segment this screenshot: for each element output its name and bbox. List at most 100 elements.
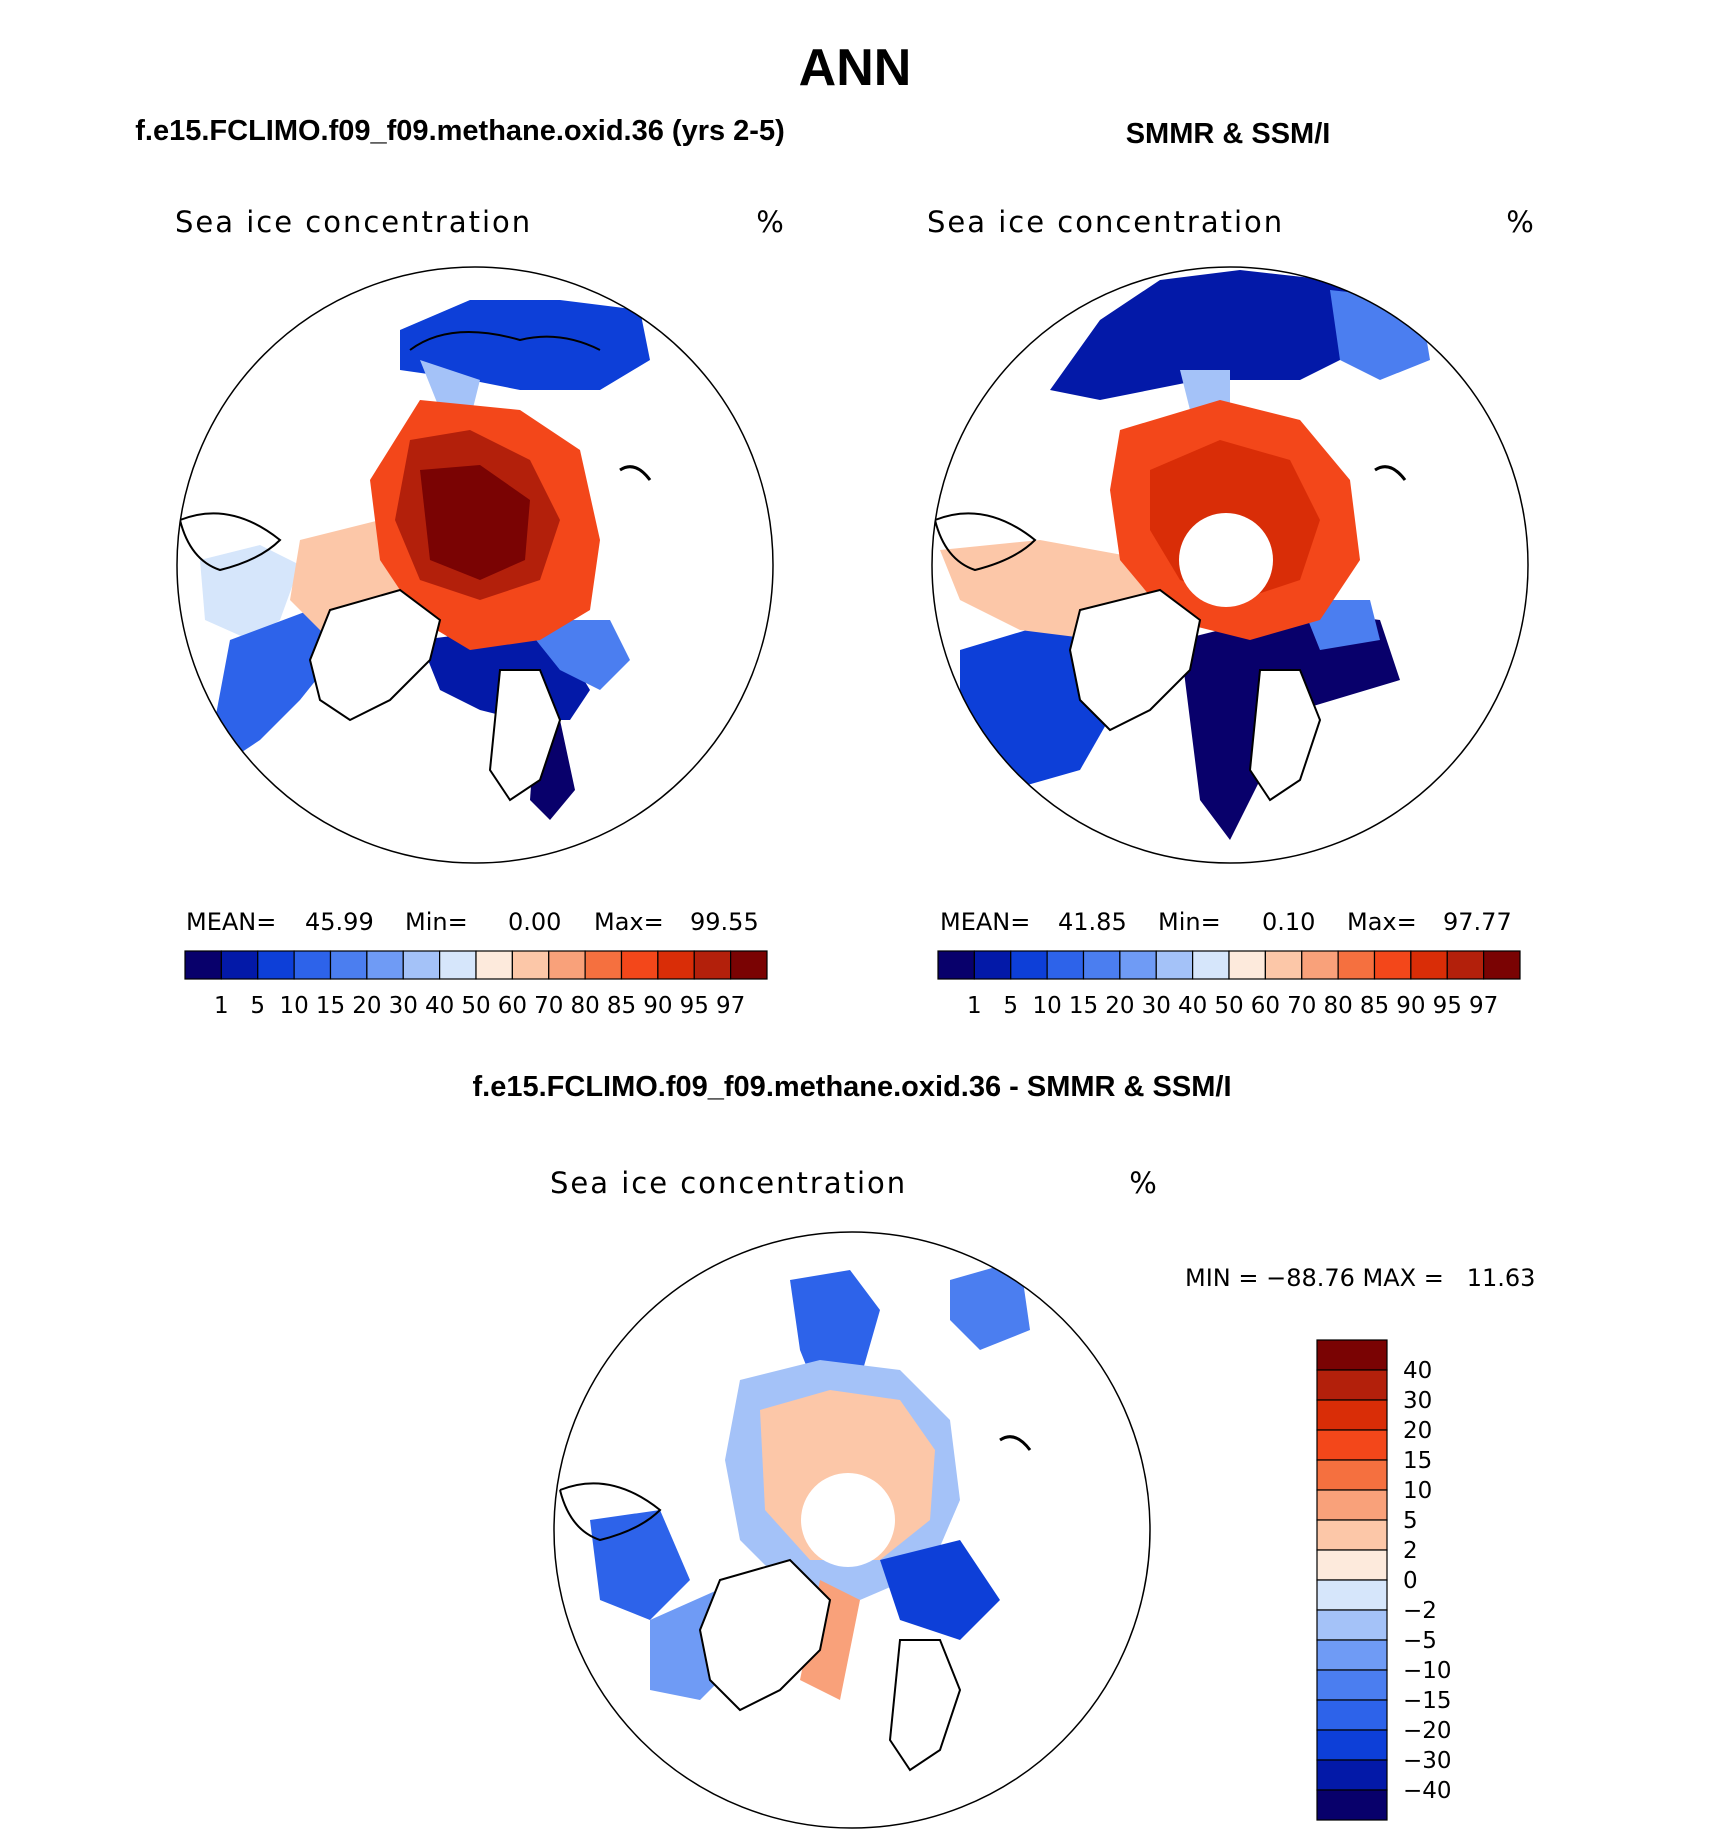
panel-obs-variable: Sea ice concentration (927, 205, 1284, 239)
colorbar-obs-tick-label: 60 (1251, 993, 1280, 1019)
colorbar-obs-swatch (1155, 950, 1194, 980)
colorbar-obs-swatch (1228, 950, 1266, 980)
panel-obs: SMMR & SSM/I Sea ice concentration % MEA… (927, 118, 1534, 1019)
colorbar-obs-swatch (1410, 950, 1448, 980)
panel-obs-units: % (1506, 205, 1534, 239)
colorbar-model-tick-label: 97 (716, 993, 745, 1019)
land-alaska-coast (999, 1435, 1032, 1451)
land-siberia-coast (409, 331, 601, 351)
colorbar-obs-tick-label: 10 (1032, 993, 1061, 1019)
colorbar-obs-tick-label: 70 (1287, 993, 1316, 1019)
panel-model-min-value: 0.00 (508, 908, 561, 936)
colorbar-model-swatch (657, 950, 695, 980)
panel-obs-max-value: 97.77 (1443, 908, 1512, 936)
colorbar-model-swatch (620, 950, 659, 980)
colorbar-obs-tick-label: 30 (1142, 993, 1171, 1019)
colorbar-obs-tick-label: 90 (1396, 993, 1425, 1019)
colorbar-model-swatch (439, 950, 477, 980)
colorbar-diff-tick-label: −15 (1403, 1688, 1452, 1714)
colorbar-diff-tick-label: −30 (1403, 1748, 1452, 1774)
panel-diff-map-border (553, 1231, 1151, 1829)
colorbar-diff-swatch (1316, 1579, 1388, 1611)
colorbar-model-swatch (329, 950, 368, 980)
colorbar-model-tick-label: 70 (534, 993, 563, 1019)
colorbar-diff-tick-label: 20 (1403, 1418, 1432, 1444)
panel-model-max-value: 99.55 (690, 908, 759, 936)
colorbar-model-swatch (584, 950, 623, 980)
panel-model-map-border (176, 266, 774, 864)
panel-model-mean-value: 45.99 (305, 908, 374, 936)
panel-obs-map-border (931, 266, 1529, 864)
ice-core-max (420, 465, 530, 580)
obs-outer-band-pacific (1050, 270, 1380, 400)
colorbar-obs-tick-label: 15 (1069, 993, 1098, 1019)
colorbar-diff-tick-label: −5 (1403, 1628, 1437, 1654)
colorbar-diff-swatch (1316, 1549, 1388, 1581)
colorbar-model-tick-label: 85 (607, 993, 636, 1019)
panel-obs-colorbar: 1 5 10 15 20 30 40 50 60 70 80 85 90 95 97 (937, 950, 1521, 1019)
panel-model-variable: Sea ice concentration (175, 205, 532, 239)
colorbar-obs-swatch (1301, 950, 1339, 980)
colorbar-obs-swatch (1264, 950, 1303, 980)
colorbar-obs-swatch (937, 950, 975, 980)
colorbar-model-swatch (220, 950, 259, 980)
panel-diff: f.e15.FCLIMO.f09_f09.methane.oxid.36 - S… (473, 1071, 1535, 1829)
colorbar-diff-tick-label: 30 (1403, 1388, 1432, 1414)
land-alaska-coast (619, 465, 652, 481)
panel-diff-map (554, 1232, 1150, 1828)
colorbar-diff-swatch (1316, 1369, 1388, 1401)
figure-title: ANN (799, 39, 912, 97)
colorbar-diff-swatch (1316, 1399, 1388, 1431)
panel-model-max-label: Max= (594, 908, 664, 936)
colorbar-obs-tick-label: 1 (967, 993, 982, 1019)
colorbar-model-tick-label: 30 (389, 993, 418, 1019)
colorbar-model-swatch (366, 950, 404, 980)
colorbar-diff-swatch (1316, 1609, 1388, 1641)
ice-outer-band-baffin (215, 610, 340, 760)
colorbar-model-swatch (511, 950, 550, 980)
colorbar-diff-tick-label: −10 (1403, 1658, 1452, 1684)
colorbar-model-tick-label: 5 (250, 993, 265, 1019)
colorbar-obs-swatch (1082, 950, 1121, 980)
colorbar-diff-tick-label: 10 (1403, 1478, 1432, 1504)
colorbar-diff-tick-label: 5 (1403, 1508, 1418, 1534)
colorbar-diff-swatch (1316, 1699, 1388, 1731)
colorbar-obs-tick-label: 85 (1360, 993, 1389, 1019)
colorbar-model-swatch (184, 950, 222, 980)
colorbar-diff-tick-label: −2 (1403, 1598, 1437, 1624)
land-canada-coast (559, 1482, 662, 1542)
panel-model-title: f.e15.FCLIMO.f09_f09.methane.oxid.36 (yr… (135, 115, 785, 147)
colorbar-obs-tick-label: 95 (1433, 993, 1462, 1019)
panel-obs-map (932, 267, 1528, 863)
colorbar-diff-tick-label: 15 (1403, 1448, 1432, 1474)
colorbar-model-tick-label: 90 (643, 993, 672, 1019)
colorbar-diff-swatch (1316, 1759, 1388, 1791)
panel-obs-min-label: Min= (1158, 908, 1221, 936)
land-scandinavia (888, 1639, 962, 1772)
diff-band-okhotsk (950, 1260, 1030, 1350)
colorbar-obs-tick-label: 20 (1105, 993, 1134, 1019)
colorbar-diff-tick-label: −40 (1403, 1778, 1452, 1804)
colorbar-diff-swatch (1316, 1789, 1388, 1821)
colorbar-diff-swatch (1316, 1519, 1388, 1551)
colorbar-obs-tick-label: 97 (1469, 993, 1498, 1019)
colorbar-model-swatch (293, 950, 332, 980)
panel-obs-min-value: 0.10 (1262, 908, 1315, 936)
panel-model-mean-label: MEAN= (186, 908, 276, 936)
colorbar-obs-tick-label: 50 (1214, 993, 1243, 1019)
panel-diff-minmax: MIN = −88.76 MAX = 11.63 (1185, 1264, 1535, 1292)
panel-model-colorbar: 1 5 10 15 20 30 40 50 60 70 80 85 90 95 97 (184, 950, 768, 1019)
land-greenland (308, 588, 442, 722)
diff-band-hudson (590, 1510, 690, 1620)
pole-hole (1179, 513, 1273, 607)
colorbar-diff-tick-label: 0 (1403, 1568, 1418, 1594)
obs-band-bering (1180, 370, 1230, 410)
colorbar-model-swatch (548, 950, 586, 980)
panel-obs-title: SMMR & SSM/I (1126, 118, 1331, 150)
colorbar-model-tick-label: 20 (352, 993, 381, 1019)
panel-diff-units: % (1129, 1166, 1157, 1200)
land-alaska-coast (1374, 465, 1407, 481)
colorbar-obs-tick-label: 80 (1323, 993, 1352, 1019)
colorbar-obs-swatch (1010, 950, 1048, 980)
